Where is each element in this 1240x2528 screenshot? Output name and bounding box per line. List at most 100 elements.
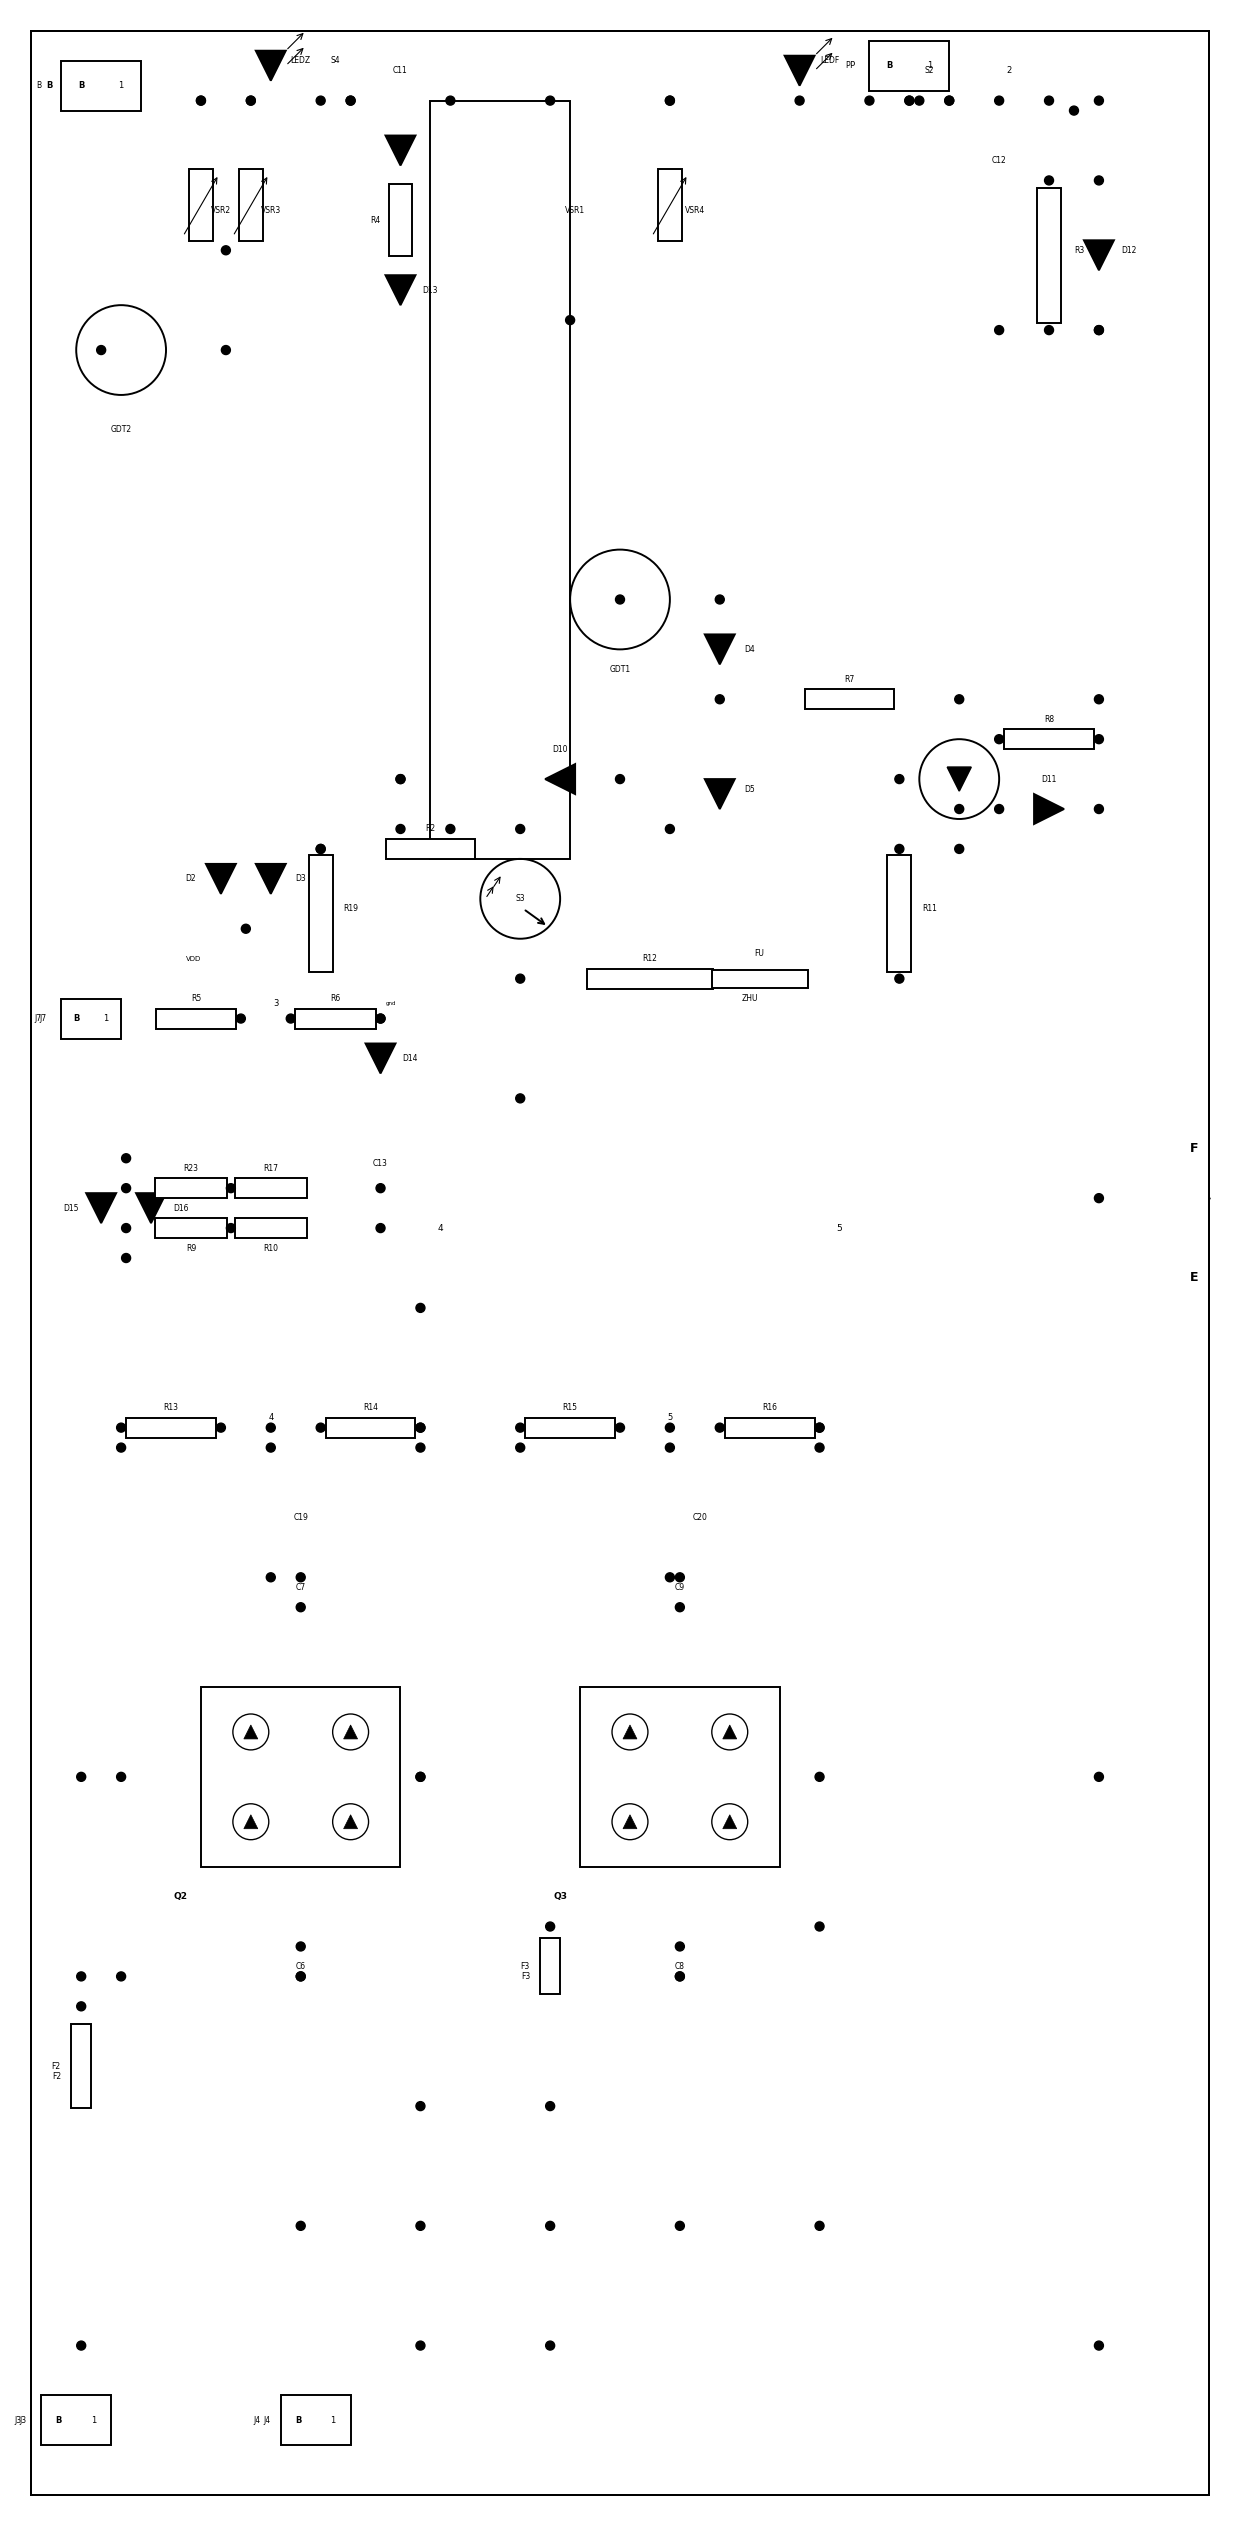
Circle shape: [222, 346, 231, 354]
Circle shape: [1095, 96, 1104, 106]
Text: R13: R13: [164, 1403, 179, 1413]
Bar: [538, 169, 562, 240]
Circle shape: [122, 1254, 130, 1261]
Circle shape: [77, 2341, 86, 2351]
Text: J7: J7: [40, 1014, 46, 1024]
Text: 1: 1: [103, 1014, 109, 1024]
Circle shape: [346, 96, 355, 106]
Circle shape: [296, 1942, 305, 1952]
Bar: [155, 1218, 227, 1239]
Circle shape: [376, 1224, 386, 1234]
Circle shape: [222, 245, 231, 255]
Circle shape: [676, 1603, 684, 1613]
Circle shape: [247, 96, 255, 106]
Circle shape: [615, 1423, 625, 1433]
Circle shape: [866, 96, 874, 106]
Circle shape: [415, 2101, 425, 2111]
Circle shape: [955, 844, 963, 854]
Circle shape: [905, 96, 914, 106]
Polygon shape: [343, 1724, 357, 1739]
Circle shape: [446, 824, 455, 834]
Bar: [126, 1418, 216, 1438]
Bar: [155, 1178, 227, 1198]
Circle shape: [77, 1772, 86, 1782]
Circle shape: [795, 96, 804, 106]
Text: F: F: [1189, 1143, 1198, 1155]
Polygon shape: [343, 1815, 357, 1828]
Circle shape: [516, 1423, 525, 1433]
Polygon shape: [244, 1724, 258, 1739]
Text: VSR1: VSR1: [565, 205, 585, 215]
Text: P: P: [844, 61, 849, 71]
Text: C6: C6: [295, 1962, 306, 1972]
Circle shape: [715, 594, 724, 604]
Circle shape: [376, 1014, 386, 1024]
Circle shape: [122, 1153, 130, 1163]
Text: VSR4: VSR4: [684, 205, 706, 215]
Bar: [41, 2397, 112, 2445]
Circle shape: [1095, 695, 1104, 703]
Circle shape: [77, 2002, 86, 2010]
Text: R2: R2: [425, 824, 435, 834]
Text: R8: R8: [1044, 715, 1054, 723]
Circle shape: [415, 1772, 425, 1782]
Circle shape: [396, 774, 405, 784]
Text: P: P: [849, 61, 854, 71]
Text: F3: F3: [521, 1962, 529, 1972]
Circle shape: [316, 844, 325, 854]
Circle shape: [97, 346, 105, 354]
Polygon shape: [1034, 794, 1064, 824]
Circle shape: [1069, 106, 1079, 116]
Circle shape: [516, 973, 525, 983]
Circle shape: [376, 1183, 386, 1193]
Text: LEDF: LEDF: [820, 56, 839, 66]
Text: C11: C11: [393, 66, 408, 76]
Circle shape: [915, 96, 924, 106]
Circle shape: [415, 1772, 425, 1782]
Text: D12: D12: [1121, 245, 1137, 255]
Circle shape: [1095, 2341, 1104, 2351]
Bar: [386, 839, 475, 860]
Text: 3: 3: [273, 999, 279, 1009]
Text: D15: D15: [63, 1203, 79, 1213]
Circle shape: [615, 774, 625, 784]
Text: F2: F2: [52, 2063, 61, 2070]
Circle shape: [1095, 326, 1104, 334]
Circle shape: [1044, 96, 1054, 106]
Polygon shape: [947, 766, 971, 791]
Bar: [61, 61, 141, 111]
Text: S1: S1: [955, 774, 963, 784]
Text: C12: C12: [992, 157, 1007, 164]
Bar: [188, 169, 213, 240]
Circle shape: [666, 96, 675, 106]
Circle shape: [715, 1423, 724, 1433]
Circle shape: [446, 96, 455, 106]
Polygon shape: [1084, 240, 1114, 270]
Circle shape: [715, 695, 724, 703]
Circle shape: [237, 1014, 246, 1024]
Circle shape: [117, 1423, 125, 1433]
Bar: [201, 1686, 401, 1866]
Circle shape: [117, 1443, 125, 1451]
Bar: [155, 1009, 237, 1029]
Text: R9: R9: [186, 1244, 196, 1251]
Circle shape: [815, 1423, 825, 1433]
Circle shape: [376, 1014, 386, 1024]
Text: 1: 1: [119, 81, 124, 91]
Text: 4: 4: [438, 1224, 443, 1234]
Circle shape: [267, 1423, 275, 1433]
Circle shape: [296, 1603, 305, 1613]
Circle shape: [815, 1772, 825, 1782]
Text: 4: 4: [268, 1413, 273, 1423]
Circle shape: [117, 1972, 125, 1982]
Bar: [658, 169, 682, 240]
Text: B: B: [36, 81, 41, 91]
Text: B: B: [73, 1014, 79, 1024]
Circle shape: [415, 1443, 425, 1451]
Text: GDT1: GDT1: [609, 665, 631, 675]
Text: B: B: [56, 2417, 62, 2424]
Circle shape: [905, 96, 914, 106]
Circle shape: [267, 1572, 275, 1583]
Circle shape: [267, 1443, 275, 1451]
Text: R12: R12: [642, 953, 657, 963]
